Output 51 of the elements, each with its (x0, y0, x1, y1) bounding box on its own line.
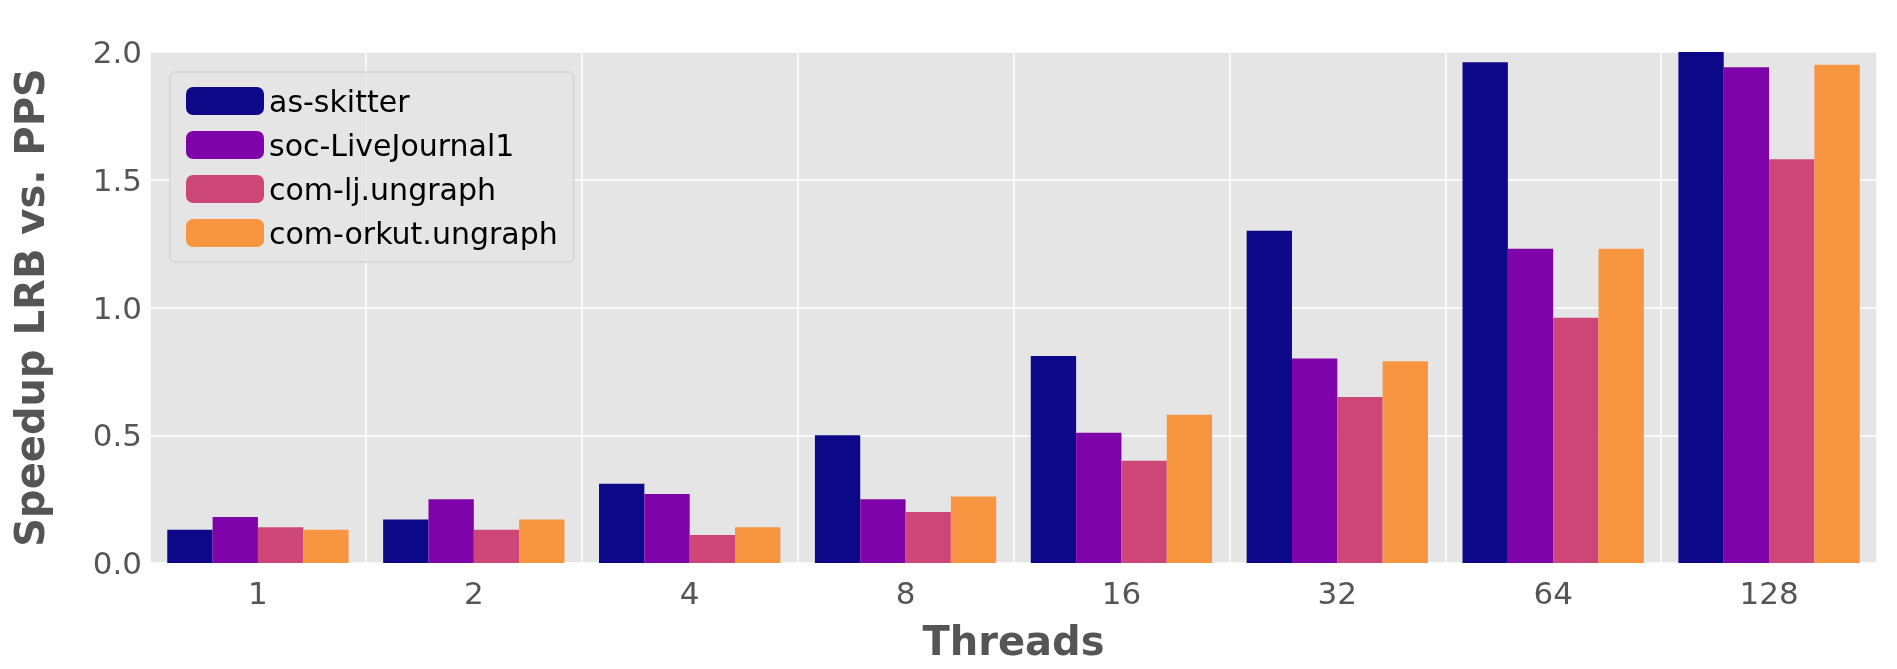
y-tick-label: 1.5 (92, 161, 142, 198)
bar (599, 483, 645, 563)
bar (473, 529, 520, 563)
y-tick-label: 1.0 (92, 289, 142, 326)
legend-label: com-orkut.ungraph (269, 215, 558, 251)
bar (1166, 414, 1213, 563)
x-tick-label: 64 (1533, 574, 1573, 611)
bar (860, 499, 906, 563)
bar (644, 494, 690, 563)
bar (814, 435, 861, 563)
x-tick-label: 1 (248, 574, 268, 611)
bar (1121, 460, 1167, 563)
bar (1769, 159, 1815, 563)
x-tick-label: 128 (1739, 574, 1799, 611)
bar (950, 496, 997, 563)
bar (383, 519, 429, 563)
x-tick-label: 32 (1317, 574, 1358, 611)
bar (1337, 396, 1383, 563)
bar (1462, 62, 1508, 563)
bar (303, 529, 349, 563)
y-tick-label: 0.0 (92, 545, 142, 581)
x-tick-label: 8 (895, 574, 916, 611)
bar (519, 519, 565, 563)
legend-label: as-skitter (269, 83, 411, 119)
bar (1246, 230, 1292, 563)
legend-label: soc-LiveJournal1 (269, 127, 515, 163)
bar (1076, 432, 1122, 563)
y-tick-label: 2.0 (92, 34, 142, 70)
x-tick-label: 16 (1101, 574, 1142, 611)
bar (1723, 67, 1770, 563)
bar (1382, 361, 1428, 563)
legend-label: com-lj.ungraph (269, 171, 496, 207)
bar (735, 527, 781, 563)
bar (1553, 317, 1599, 563)
bar (689, 534, 736, 563)
bar (428, 499, 474, 563)
bar (905, 511, 951, 563)
bar (212, 517, 258, 563)
bar (1030, 356, 1077, 563)
bar (1291, 358, 1338, 563)
x-tick-label: 4 (679, 574, 700, 611)
bar (1507, 248, 1554, 563)
x-axis-title: Threads (922, 618, 1105, 664)
bar (1814, 64, 1860, 563)
bar (257, 527, 304, 563)
bar (1598, 248, 1644, 563)
y-axis-title: Speedup LRB vs. PPS (7, 68, 53, 547)
y-tick-label: 0.5 (92, 417, 142, 454)
bar (167, 529, 213, 563)
bar (1678, 52, 1724, 563)
x-tick-label: 2 (463, 574, 484, 611)
